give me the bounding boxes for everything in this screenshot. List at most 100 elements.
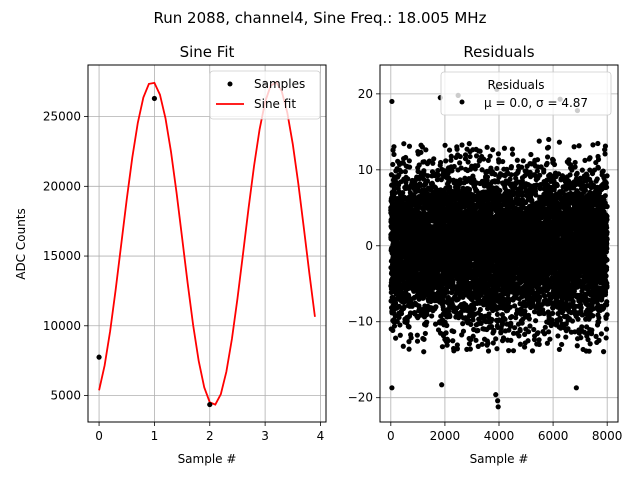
residual-point bbox=[406, 143, 413, 149]
residual-point bbox=[422, 330, 428, 337]
residual-point bbox=[475, 162, 481, 169]
residual-point bbox=[391, 144, 397, 150]
residual-point bbox=[438, 159, 444, 166]
residual-point bbox=[429, 313, 435, 319]
y-tick-label: 20000 bbox=[43, 179, 81, 193]
residual-point bbox=[401, 304, 408, 310]
sine-fit-title: Sine Fit bbox=[180, 43, 235, 61]
residual-point bbox=[442, 142, 448, 148]
residual-point bbox=[477, 306, 483, 313]
residual-point bbox=[403, 154, 409, 161]
residual-point bbox=[487, 153, 493, 159]
y-tick-label: 5000 bbox=[50, 389, 81, 403]
residual-point bbox=[468, 321, 474, 327]
residual-point bbox=[489, 316, 495, 323]
residual-point bbox=[454, 146, 460, 152]
residual-point bbox=[425, 173, 431, 179]
residual-point bbox=[500, 158, 506, 165]
residual-point bbox=[471, 306, 477, 312]
residual-point bbox=[514, 157, 520, 163]
residual-point bbox=[508, 320, 514, 326]
residual-point bbox=[508, 337, 514, 343]
residual-point bbox=[406, 346, 412, 352]
residual-point bbox=[435, 172, 442, 178]
residual-point bbox=[520, 158, 526, 164]
residual-point bbox=[502, 316, 508, 322]
residual-point bbox=[495, 151, 501, 157]
residual-point bbox=[406, 164, 413, 170]
residual-point bbox=[497, 187, 503, 194]
residual-point bbox=[406, 158, 412, 164]
legend-sine-fit-label: Sine fit bbox=[254, 97, 296, 111]
residual-point bbox=[433, 304, 439, 310]
residual-point bbox=[402, 169, 408, 175]
residual-point bbox=[484, 144, 490, 150]
residual-point bbox=[397, 322, 403, 328]
residual-point bbox=[516, 333, 522, 339]
residual-point bbox=[390, 327, 396, 334]
residual-point bbox=[430, 160, 436, 166]
residual-point bbox=[401, 141, 407, 147]
residual-point bbox=[400, 343, 406, 349]
residual-point bbox=[507, 176, 513, 182]
residual-point bbox=[450, 338, 456, 344]
residual-point bbox=[457, 160, 463, 166]
residual-point bbox=[398, 169, 404, 175]
residual-point bbox=[484, 174, 491, 180]
residual-point bbox=[396, 314, 402, 320]
sine-fit-data bbox=[96, 80, 316, 408]
residual-point bbox=[458, 165, 464, 171]
x-tick-label: 1 bbox=[151, 429, 159, 443]
residual-point bbox=[448, 153, 454, 159]
residual-point bbox=[423, 147, 429, 153]
x-tick-label: 3 bbox=[261, 429, 269, 443]
residual-point bbox=[390, 161, 396, 168]
residual-point bbox=[495, 179, 501, 185]
residual-point bbox=[391, 323, 398, 329]
residual-point bbox=[439, 344, 446, 350]
residual-point bbox=[460, 328, 467, 334]
x-tick-label: 2 bbox=[206, 429, 214, 443]
residual-point bbox=[418, 149, 424, 156]
residual-point bbox=[451, 328, 457, 335]
y-tick-label: 15000 bbox=[43, 249, 81, 263]
residual-point bbox=[406, 339, 412, 345]
residual-point bbox=[467, 153, 473, 160]
sample-point bbox=[151, 95, 158, 102]
residual-point bbox=[416, 162, 422, 168]
residual-point bbox=[447, 313, 453, 320]
residual-point bbox=[462, 152, 469, 158]
residual-point bbox=[392, 190, 398, 196]
residual-point bbox=[407, 310, 414, 316]
residual-point bbox=[491, 328, 497, 334]
residual-point bbox=[432, 321, 439, 327]
residual-point bbox=[424, 178, 431, 184]
legend-samples-label: Samples bbox=[254, 77, 305, 91]
residual-point bbox=[393, 335, 399, 341]
residual-point bbox=[506, 348, 512, 354]
residual-point bbox=[508, 163, 514, 170]
residual-point bbox=[465, 159, 471, 165]
residual-point bbox=[443, 158, 449, 164]
figure-suptitle: Run 2088, channel4, Sine Freq.: 18.005 M… bbox=[154, 9, 487, 27]
residual-point bbox=[406, 324, 412, 330]
residual-point bbox=[494, 346, 500, 352]
residual-point bbox=[444, 342, 450, 348]
residual-point bbox=[457, 153, 463, 160]
sine-fit-axes-frame bbox=[87, 64, 327, 423]
residual-point bbox=[443, 330, 449, 336]
y-tick-label: 10000 bbox=[43, 319, 81, 333]
residual-point bbox=[405, 176, 411, 182]
residual-point bbox=[490, 147, 496, 153]
sample-point bbox=[96, 354, 102, 360]
sine-fit-xlabel: Sample # bbox=[178, 452, 237, 466]
residual-point bbox=[485, 340, 491, 346]
residual-point bbox=[414, 332, 420, 338]
residual-point bbox=[493, 336, 499, 342]
residual-point bbox=[477, 148, 483, 154]
residual-point bbox=[467, 346, 473, 352]
sample-point bbox=[207, 401, 213, 408]
residual-point bbox=[509, 151, 516, 157]
x-tick-label: 4 bbox=[317, 429, 325, 443]
